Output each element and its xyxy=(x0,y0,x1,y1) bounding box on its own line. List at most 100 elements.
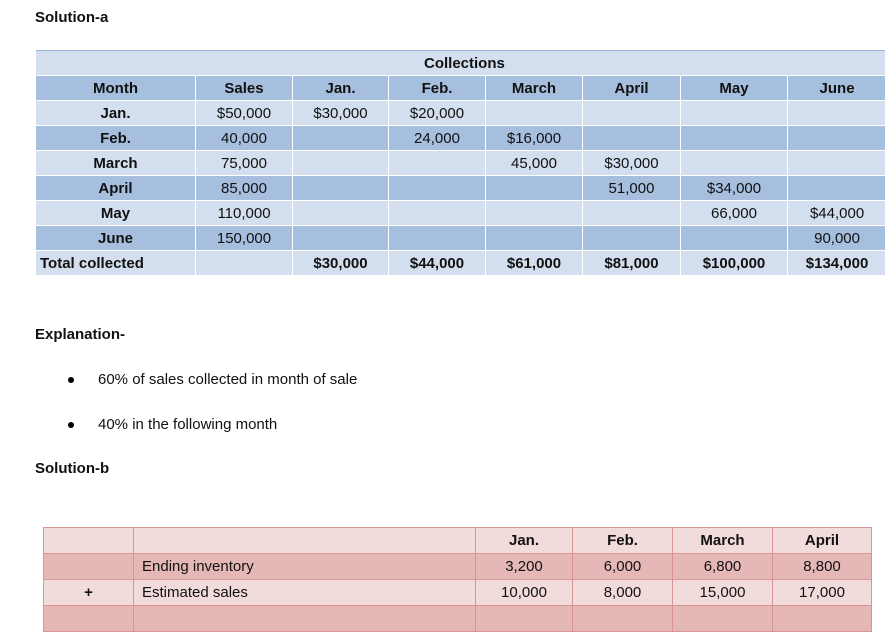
month-cell: Jan. xyxy=(36,101,196,126)
value-cell xyxy=(389,226,486,251)
value-cell xyxy=(788,126,885,151)
solution-a-heading: Solution-a xyxy=(35,9,108,26)
total-cell: $134,000 xyxy=(788,251,885,276)
value-cell: $30,000 xyxy=(583,151,681,176)
value-cell: 51,000 xyxy=(583,176,681,201)
value-cell xyxy=(476,606,573,632)
value-cell: 3,200 xyxy=(476,554,573,580)
value-cell: 6,800 xyxy=(673,554,773,580)
value-cell xyxy=(788,151,885,176)
value-cell xyxy=(681,226,788,251)
value-cell xyxy=(486,176,583,201)
total-cell: $100,000 xyxy=(681,251,788,276)
header-cell: Feb. xyxy=(389,76,486,101)
value-cell: $44,000 xyxy=(788,201,885,226)
explanation-point: 40% in the following month xyxy=(60,416,277,433)
label-cell xyxy=(134,528,476,554)
value-cell xyxy=(293,126,389,151)
operator-cell xyxy=(44,528,134,554)
month-cell: Feb. xyxy=(36,126,196,151)
explanation-heading: Explanation- xyxy=(35,326,125,343)
value-cell: Feb. xyxy=(573,528,673,554)
value-cell xyxy=(389,176,486,201)
header-cell: April xyxy=(583,76,681,101)
operator-cell xyxy=(44,606,134,632)
value-cell: 8,000 xyxy=(573,580,673,606)
explanation-list: 40% in the following month xyxy=(60,416,277,433)
value-cell: 150,000 xyxy=(196,226,293,251)
month-cell: April xyxy=(36,176,196,201)
value-cell: 24,000 xyxy=(389,126,486,151)
header-cell: Sales xyxy=(196,76,293,101)
collections-group-header: Collections xyxy=(36,51,885,76)
value-cell: 17,000 xyxy=(773,580,872,606)
total-cell: $30,000 xyxy=(293,251,389,276)
value-cell: 110,000 xyxy=(196,201,293,226)
value-cell: $30,000 xyxy=(293,101,389,126)
collections-table: Collections Month Sales Jan. Feb. March … xyxy=(35,50,885,276)
value-cell xyxy=(673,606,773,632)
total-cell: $81,000 xyxy=(583,251,681,276)
month-cell: March xyxy=(36,151,196,176)
table-row: Jan.$50,000$30,000$20,000 xyxy=(36,101,885,126)
header-row: Month Sales Jan. Feb. March April May Ju… xyxy=(36,76,885,101)
value-cell: $16,000 xyxy=(486,126,583,151)
value-cell: 75,000 xyxy=(196,151,293,176)
value-cell xyxy=(293,201,389,226)
value-cell: Jan. xyxy=(476,528,573,554)
value-cell xyxy=(293,226,389,251)
value-cell xyxy=(573,606,673,632)
value-cell xyxy=(681,126,788,151)
header-cell: June xyxy=(788,76,885,101)
value-cell xyxy=(389,151,486,176)
value-cell: 10,000 xyxy=(476,580,573,606)
value-cell xyxy=(486,101,583,126)
header-cell: Jan. xyxy=(293,76,389,101)
explanation-point: 60% of sales collected in month of sale xyxy=(60,371,357,388)
value-cell xyxy=(773,606,872,632)
value-cell: 66,000 xyxy=(681,201,788,226)
header-cell: Month xyxy=(36,76,196,101)
value-cell xyxy=(583,201,681,226)
value-cell: $20,000 xyxy=(389,101,486,126)
operator-cell: + xyxy=(44,580,134,606)
header-cell: March xyxy=(486,76,583,101)
value-cell xyxy=(681,101,788,126)
value-cell: March xyxy=(673,528,773,554)
value-cell xyxy=(293,151,389,176)
value-cell xyxy=(486,226,583,251)
value-cell xyxy=(389,201,486,226)
value-cell xyxy=(788,176,885,201)
value-cell xyxy=(583,126,681,151)
value-cell: 8,800 xyxy=(773,554,872,580)
value-cell: 90,000 xyxy=(788,226,885,251)
value-cell: 15,000 xyxy=(673,580,773,606)
total-row: Total collected $30,000 $44,000 $61,000 … xyxy=(36,251,885,276)
month-cell: June xyxy=(36,226,196,251)
solution-b-heading: Solution-b xyxy=(35,460,109,477)
value-cell: April xyxy=(773,528,872,554)
label-cell: Estimated sales xyxy=(134,580,476,606)
value-cell xyxy=(681,151,788,176)
value-cell: $50,000 xyxy=(196,101,293,126)
month-cell: May xyxy=(36,201,196,226)
total-cell xyxy=(196,251,293,276)
table-row xyxy=(44,606,872,632)
label-cell xyxy=(134,606,476,632)
value-cell: 45,000 xyxy=(486,151,583,176)
value-cell xyxy=(583,101,681,126)
total-cell: $44,000 xyxy=(389,251,486,276)
label-cell: Ending inventory xyxy=(134,554,476,580)
value-cell: 6,000 xyxy=(573,554,673,580)
explanation-list: 60% of sales collected in month of sale xyxy=(60,371,357,388)
operator-cell xyxy=(44,554,134,580)
table-row: Feb.40,000 24,000$16,000 xyxy=(36,126,885,151)
value-cell: 40,000 xyxy=(196,126,293,151)
